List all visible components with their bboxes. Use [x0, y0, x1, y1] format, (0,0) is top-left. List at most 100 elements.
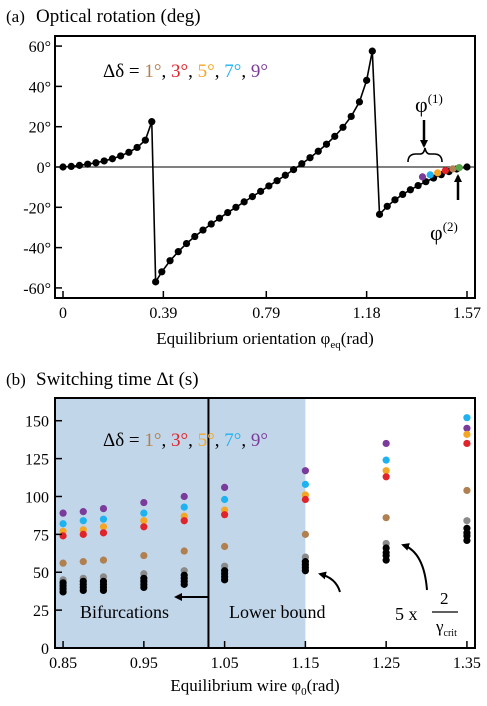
- y-tick-label: 150: [25, 414, 49, 431]
- data-point: [59, 532, 67, 540]
- panel-b-plot-frame: [54, 397, 476, 649]
- panel-a: (a) Optical rotation (deg) 60° 40° 20° 0° -2…: [6, 6, 481, 351]
- data-point: [375, 210, 384, 218]
- data-point: [182, 239, 191, 248]
- x-tick-label: 1.18: [353, 305, 381, 322]
- y-tick-label: 100: [25, 489, 49, 506]
- data-point: [140, 583, 148, 591]
- lower-bound-arrow: [318, 571, 341, 593]
- y-tick-label: -40°: [23, 241, 51, 258]
- legend-prefix: Δδ =: [103, 61, 144, 82]
- panel-b-legend: Δδ = 1°, 3°, 5°, 7°, 9°: [103, 430, 268, 451]
- data-point: [67, 162, 75, 170]
- data-point: [99, 523, 108, 531]
- data-point: [141, 136, 149, 144]
- data-point: [399, 190, 407, 199]
- panel-a-x-axis-label: Equilibrium orientation φeq(rad): [156, 329, 374, 351]
- phi-point: [418, 173, 427, 181]
- panel-a-legend: Δδ = 1°, 3°, 5°, 7°, 9°: [103, 61, 268, 82]
- data-point: [221, 511, 229, 519]
- panel-b-x-ticks: 0.85 0.95 1.05 1.15 1.25 1.35: [49, 641, 481, 672]
- series-line: [62, 50, 468, 285]
- data-point: [273, 177, 281, 185]
- data-point: [314, 147, 322, 155]
- data-point: [382, 467, 390, 475]
- data-point: [289, 166, 298, 174]
- phi-point: [441, 167, 449, 175]
- data-point: [125, 148, 133, 156]
- data-point: [221, 576, 229, 584]
- panel-b: (b) Switching time Δt (s) 0 25 50 75 100 125 1…: [6, 369, 481, 698]
- data-point: [79, 508, 87, 516]
- formula-denominator: γcrit: [435, 617, 457, 639]
- panel-b-x-axis-label: Equilibrium wire φ0(rad): [170, 676, 339, 698]
- data-point: [140, 551, 148, 560]
- data-point: [99, 586, 108, 595]
- data-point: [180, 503, 188, 511]
- data-point: [180, 517, 188, 525]
- data-point: [382, 473, 390, 481]
- y-tick-label: 20°: [29, 120, 51, 137]
- data-point: [75, 161, 84, 169]
- panel-a-x-ticks: 0 0.39 0.79 1.18 1.57: [59, 291, 481, 322]
- legend-separator: ,: [215, 430, 225, 451]
- data-point: [59, 559, 67, 567]
- data-point: [240, 198, 248, 206]
- legend-entry: 7°: [224, 61, 241, 82]
- data-point: [221, 495, 229, 504]
- data-point: [140, 498, 148, 507]
- data-point: [133, 143, 141, 152]
- data-point: [232, 203, 240, 211]
- phi-point: [434, 169, 442, 177]
- data-point: [79, 530, 87, 538]
- data-point: [148, 118, 156, 126]
- formula-numerator: 2: [440, 589, 449, 608]
- y-tick-label: -20°: [23, 200, 51, 217]
- data-point: [180, 580, 188, 588]
- data-point: [463, 517, 471, 525]
- data-point: [140, 509, 148, 517]
- data-point: [257, 187, 265, 195]
- data-point: [199, 226, 207, 234]
- data-point: [166, 257, 174, 265]
- phi1-label: φ(1): [415, 91, 443, 117]
- data-point: [99, 556, 108, 564]
- legend-entry: 1°: [144, 430, 161, 451]
- data-point: [382, 556, 390, 564]
- x-tick-label: 1.35: [453, 655, 481, 672]
- legend-separator: ,: [241, 430, 251, 451]
- panel-b-label: (b): [6, 370, 26, 389]
- data-point: [406, 186, 414, 194]
- data-point: [59, 588, 67, 596]
- data-point: [391, 196, 399, 204]
- x-tick-label: 0.95: [130, 655, 158, 672]
- bifurcations-label: Bifurcations: [80, 602, 169, 622]
- phi-point: [426, 171, 434, 179]
- data-point: [59, 509, 67, 517]
- legend-entry: 9°: [251, 430, 268, 451]
- panel-b-y-ticks: 0 25 50 75 100 125 150: [25, 414, 62, 658]
- data-point: [355, 98, 364, 106]
- panel-b-shaded-region: [55, 398, 306, 648]
- data-point: [463, 486, 471, 495]
- data-point: [463, 163, 471, 171]
- data-point: [180, 492, 188, 501]
- y-tick-label: 60°: [29, 39, 51, 56]
- data-point: [463, 439, 471, 448]
- data-point: [368, 47, 376, 55]
- y-tick-label: 0: [41, 641, 49, 658]
- data-point: [99, 515, 108, 523]
- legend-separator: ,: [162, 430, 172, 451]
- data-point: [140, 523, 148, 531]
- x-tick-label: 0.85: [49, 655, 77, 672]
- data-point: [99, 529, 108, 537]
- data-point: [248, 193, 256, 201]
- data-point: [463, 424, 471, 432]
- data-point: [79, 558, 87, 566]
- data-point: [301, 530, 309, 538]
- panel-a-series: [59, 47, 471, 286]
- data-point: [463, 536, 471, 545]
- panel-a-phi-points: [418, 164, 463, 181]
- legend-separator: ,: [188, 61, 198, 82]
- lower-bound-label: Lower bound: [229, 602, 325, 622]
